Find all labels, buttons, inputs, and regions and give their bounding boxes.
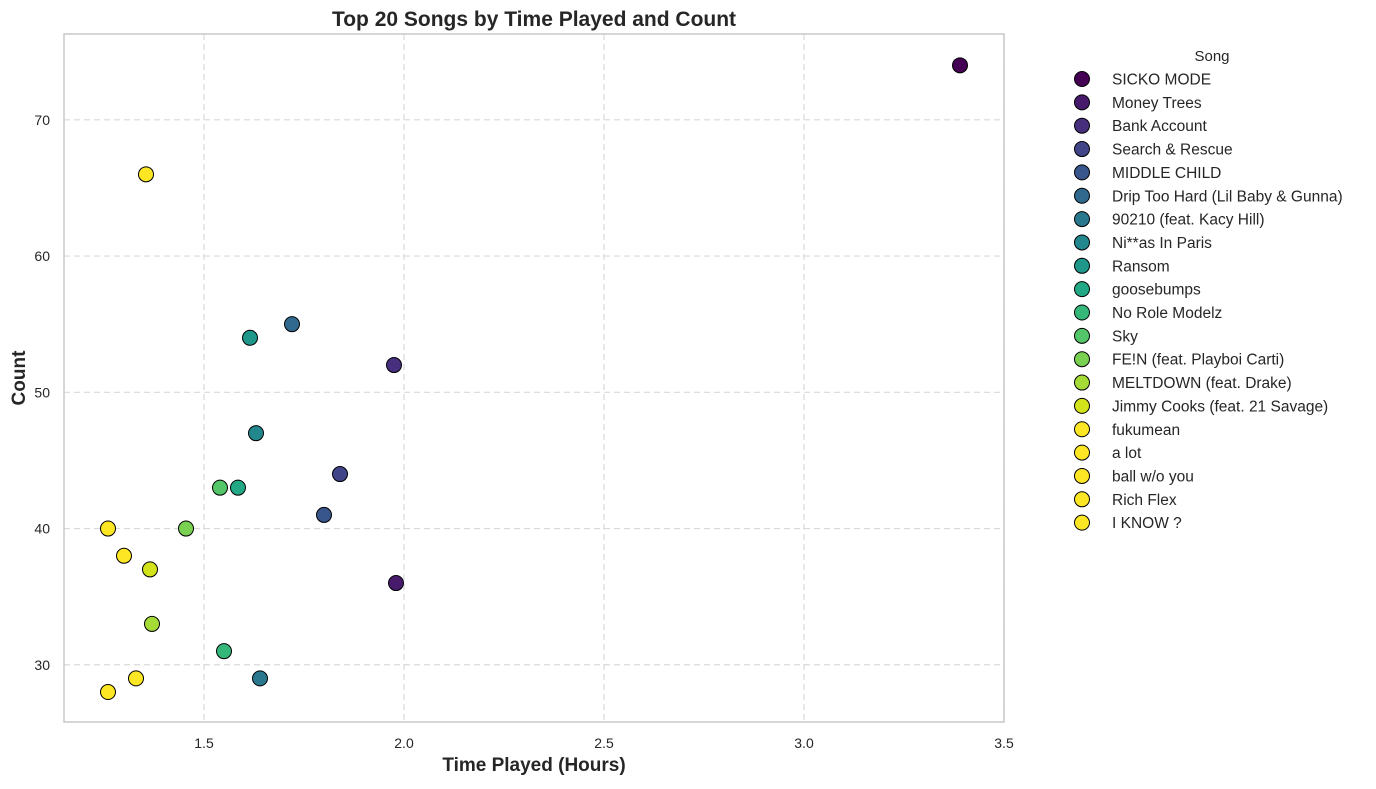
legend-marker bbox=[1074, 164, 1090, 181]
legend-marker bbox=[1074, 491, 1090, 508]
data-point bbox=[952, 57, 968, 74]
data-point bbox=[332, 466, 348, 483]
legend-marker bbox=[1074, 397, 1090, 414]
legend-label: Sky bbox=[1112, 328, 1138, 345]
legend-marker bbox=[1074, 514, 1090, 531]
chart-title: Top 20 Songs by Time Played and Count bbox=[332, 8, 736, 31]
grid-layer bbox=[64, 34, 1005, 722]
legend-label: FE!N (feat. Playboi Carti) bbox=[1112, 352, 1284, 369]
x-tick-label: 2.5 bbox=[594, 735, 614, 751]
legend-marker bbox=[1074, 71, 1090, 87]
legend-label: Search & Rescue bbox=[1112, 142, 1233, 159]
legend-marker bbox=[1074, 351, 1090, 368]
legend: Song SICKO MODE Money Trees Bank Account Se… bbox=[1074, 48, 1343, 532]
data-point bbox=[230, 479, 246, 496]
legend-label: MIDDLE CHILD bbox=[1112, 165, 1221, 182]
legend-marker bbox=[1074, 117, 1090, 134]
legend-label: Bank Account bbox=[1112, 118, 1207, 135]
data-point bbox=[144, 615, 160, 632]
y-axis-ticks: 30 40 50 60 70 bbox=[34, 112, 50, 673]
legend-items: SICKO MODE Money Trees Bank Account Search … bbox=[1074, 71, 1343, 532]
legend-label: Ransom bbox=[1112, 258, 1170, 275]
data-point bbox=[386, 357, 402, 374]
legend-label: MELTDOWN (feat. Drake) bbox=[1112, 375, 1292, 392]
legend-label: I KNOW ? bbox=[1112, 515, 1182, 532]
legend-label: Rich Flex bbox=[1112, 492, 1177, 509]
x-tick-label: 3.0 bbox=[794, 735, 814, 751]
data-point bbox=[284, 316, 300, 333]
plot-frame bbox=[63, 33, 1005, 723]
data-point bbox=[252, 670, 268, 687]
points-layer bbox=[100, 57, 968, 701]
legend-label: SICKO MODE bbox=[1112, 72, 1211, 89]
data-point bbox=[212, 479, 228, 496]
y-tick-label: 40 bbox=[34, 521, 50, 537]
legend-marker bbox=[1074, 281, 1090, 298]
legend-label: 90210 (feat. Kacy Hill) bbox=[1112, 212, 1265, 229]
legend-title: Song bbox=[1194, 48, 1229, 65]
data-point bbox=[316, 506, 332, 523]
y-tick-label: 30 bbox=[34, 657, 50, 673]
data-point bbox=[138, 166, 154, 183]
data-point bbox=[388, 575, 404, 592]
legend-marker bbox=[1074, 94, 1090, 111]
legend-marker bbox=[1074, 211, 1090, 228]
data-point bbox=[216, 643, 232, 660]
data-point bbox=[248, 425, 264, 442]
legend-marker bbox=[1074, 234, 1090, 251]
y-axis-title: Count bbox=[9, 350, 30, 406]
legend-marker bbox=[1074, 444, 1090, 461]
x-axis-ticks: 1.5 2.0 2.5 3.0 3.5 bbox=[194, 735, 1014, 751]
legend-marker bbox=[1074, 141, 1090, 158]
legend-label: Ni**as In Paris bbox=[1112, 235, 1212, 252]
legend-marker bbox=[1074, 304, 1090, 321]
data-point bbox=[142, 561, 158, 578]
data-point bbox=[100, 520, 116, 537]
legend-marker bbox=[1074, 374, 1090, 391]
legend-label: ball w/o you bbox=[1112, 468, 1194, 485]
y-tick-label: 70 bbox=[34, 112, 50, 128]
x-tick-label: 1.5 bbox=[194, 735, 214, 751]
data-point bbox=[178, 520, 194, 537]
data-point bbox=[242, 329, 258, 346]
legend-marker bbox=[1074, 327, 1090, 344]
data-point bbox=[100, 684, 116, 701]
legend-marker bbox=[1074, 187, 1090, 204]
legend-label: a lot bbox=[1112, 445, 1142, 462]
legend-label: No Role Modelz bbox=[1112, 305, 1222, 322]
x-tick-label: 2.0 bbox=[394, 735, 414, 751]
legend-label: goosebumps bbox=[1112, 282, 1201, 299]
legend-label: fukumean bbox=[1112, 422, 1180, 439]
y-tick-label: 50 bbox=[34, 384, 50, 400]
y-tick-label: 60 bbox=[34, 248, 50, 264]
legend-marker bbox=[1074, 257, 1090, 274]
data-point bbox=[128, 670, 144, 687]
x-tick-label: 3.5 bbox=[994, 735, 1014, 751]
legend-label: Jimmy Cooks (feat. 21 Savage) bbox=[1112, 398, 1328, 415]
x-axis-title: Time Played (Hours) bbox=[442, 755, 625, 776]
legend-marker bbox=[1074, 421, 1090, 438]
legend-marker bbox=[1074, 467, 1090, 484]
legend-label: Drip Too Hard (Lil Baby & Gunna) bbox=[1112, 188, 1343, 205]
legend-label: Money Trees bbox=[1112, 95, 1202, 112]
data-point bbox=[116, 547, 132, 564]
